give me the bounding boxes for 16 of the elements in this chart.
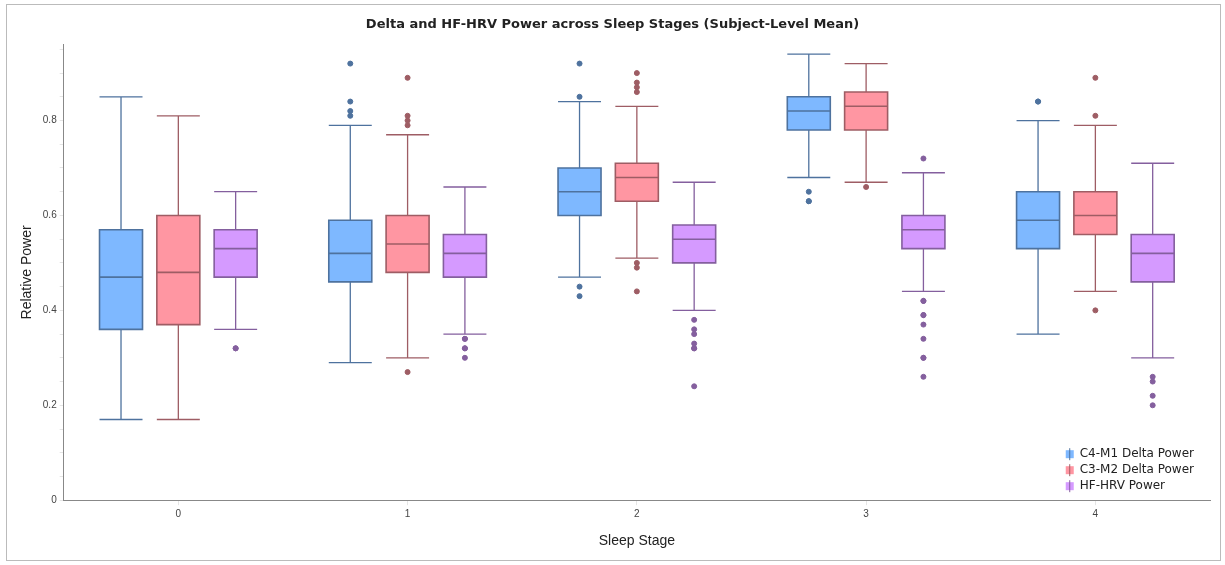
y-axis-title: Relative Power [18,224,35,320]
x-tick-label: 1 [404,507,411,519]
x-tick-label: 3 [863,507,870,519]
y-tick-label: 0.4 [42,304,58,316]
x-tick-label: 4 [1092,507,1099,519]
legend-label: C3-M2 Delta Power [1079,462,1195,477]
y-tick-label: 0 [51,493,58,505]
x-tick-label: 0 [175,507,182,519]
y-tick-label: 0.6 [42,209,58,221]
legend-label: HF-HRV Power [1079,478,1166,493]
legend-label: C4-M1 Delta Power [1079,446,1195,461]
y-tick-label: 0.8 [42,114,58,126]
y-tick-label: 0.2 [42,399,58,411]
x-axis-title: Sleep Stage [598,532,676,549]
x-tick-label: 2 [634,507,641,519]
chart-title: Delta and HF-HRV Power across Sleep Stages (Subject-Level Mean) [365,16,860,32]
